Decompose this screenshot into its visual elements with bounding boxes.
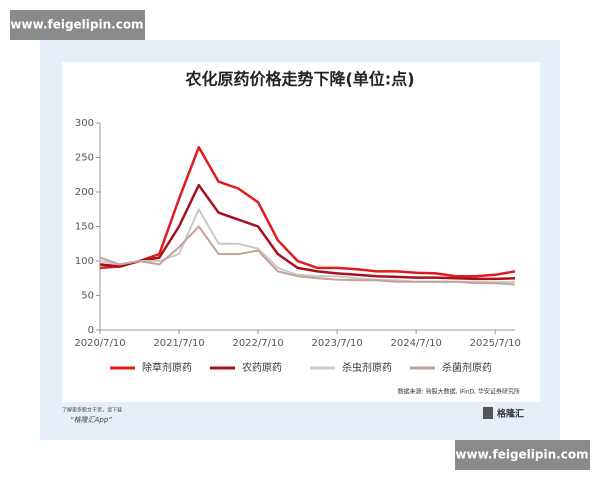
plot: 0 50 100 150 200 250 300 2020/7/10 2021/7/10 2022… <box>74 118 521 374</box>
plot-card <box>62 62 540 402</box>
legend-label: 农药原药 <box>242 361 282 374</box>
legend-label: 杀虫剂原药 <box>342 361 392 374</box>
logo-icon <box>483 407 493 419</box>
x-tick-label: 2020/7/10 <box>74 338 125 349</box>
legend-label: 杀菌剂原药 <box>442 361 492 374</box>
x-tick-label: 2025/7/10 <box>470 338 521 349</box>
y-tick-label: 150 <box>75 222 94 233</box>
watermark-box <box>10 10 145 40</box>
series-line <box>99 183 516 281</box>
y-tick-label: 50 <box>81 291 94 302</box>
watermark: www.feigelipin.com <box>10 18 143 32</box>
x-tick-label: 2021/7/10 <box>153 338 204 349</box>
chart-title: 农化原药价格走势下降(单位:点) <box>184 70 414 89</box>
source: 数据来源: 钩股大数据, iFinD, 华安证券研究所 <box>398 388 520 396</box>
footer-line: 了解更多股文干货，请下载 <box>62 407 122 414</box>
y-tick-label: 250 <box>75 153 94 164</box>
legend-label: 除草剂原药 <box>142 361 192 374</box>
series-line <box>99 225 516 286</box>
logo-text: 格隆汇 <box>497 408 524 420</box>
watermark-box <box>455 440 590 470</box>
y-tick-label: 200 <box>75 187 94 198</box>
y-tick-label: 300 <box>75 118 94 129</box>
x-tick-label: 2022/7/10 <box>232 338 283 349</box>
footer-app: “格隆汇App” <box>70 416 112 424</box>
series-line <box>99 145 516 278</box>
y-tick-label: 100 <box>75 256 94 267</box>
y-tick-label: 0 <box>88 325 94 336</box>
watermark: www.feigelipin.com <box>455 448 588 462</box>
x-tick-label: 2024/7/10 <box>391 338 442 349</box>
x-tick-label: 2023/7/10 <box>312 338 363 349</box>
